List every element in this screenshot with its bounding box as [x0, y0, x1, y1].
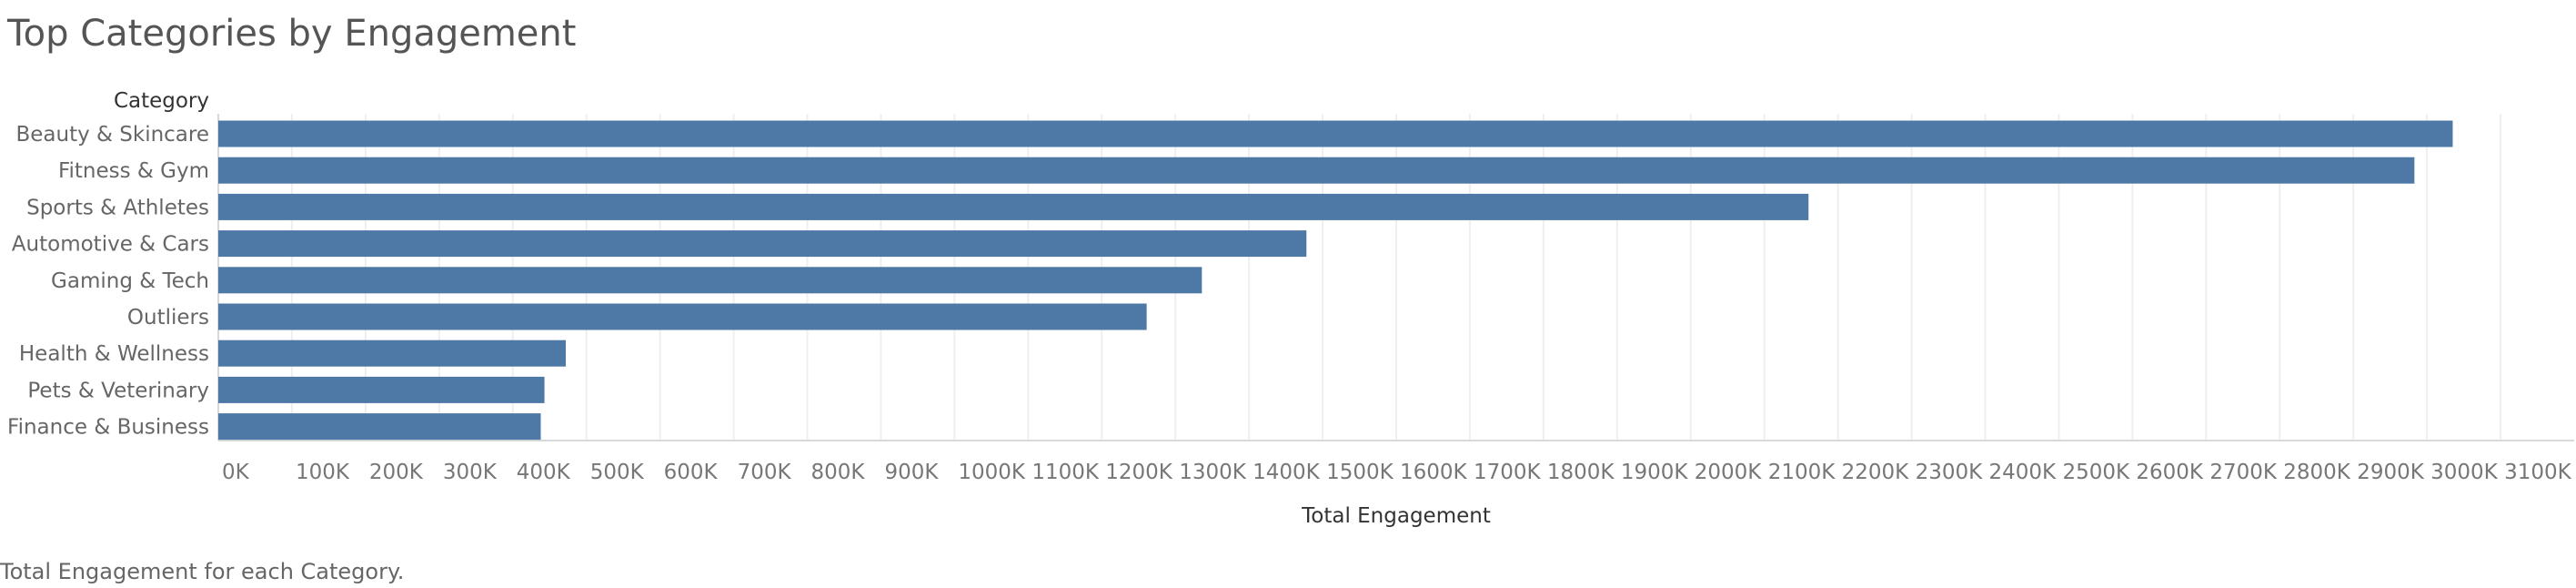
bar[interactable]	[218, 340, 567, 367]
x-axis-title: Total Engagement	[1301, 504, 1491, 528]
category-label: Automotive & Cars	[12, 233, 209, 257]
bar[interactable]	[218, 303, 1147, 330]
x-tick-label: 1800K	[1547, 461, 1615, 484]
x-tick-label: 500K	[590, 461, 645, 484]
x-tick-label: 600K	[664, 461, 719, 484]
category-label: Fitness & Gym	[58, 159, 209, 183]
x-tick-label: 1100K	[1031, 461, 1100, 484]
x-tick-label: 2200K	[1842, 461, 1910, 484]
bar[interactable]	[218, 376, 545, 403]
category-label: Outliers	[127, 306, 209, 329]
x-tick-label: 1700K	[1474, 461, 1542, 484]
bar[interactable]	[218, 230, 1307, 258]
x-tick-label: 2100K	[1768, 461, 1836, 484]
chart-caption: Total Engagement for each Category.	[0, 559, 405, 584]
x-tick-label: 200K	[369, 461, 424, 484]
category-labels: Beauty & Skincare Fitness & Gym Sports & A…	[7, 123, 209, 440]
x-tick-label: 1900K	[1621, 461, 1689, 484]
x-tick-label: 2700K	[2209, 461, 2278, 484]
bar[interactable]	[218, 413, 541, 441]
x-tick-label: 2800K	[2283, 461, 2351, 484]
x-tick-label: 1600K	[1400, 461, 1468, 484]
x-tick-label: 1400K	[1253, 461, 1321, 484]
bar[interactable]	[218, 120, 2453, 147]
bar-chart: Beauty & Skincare Fitness & Gym Sports & A…	[7, 89, 2574, 528]
category-label: Beauty & Skincare	[15, 123, 209, 147]
x-tick-label: 800K	[811, 461, 866, 484]
x-axis-ticks: 0K 100K 200K 300K 400K 500K 600K 700K 800K 900K 10…	[222, 461, 2572, 484]
x-tick-label: 1300K	[1179, 461, 1247, 484]
category-label: Finance & Business	[7, 416, 209, 440]
bar[interactable]	[218, 193, 1809, 220]
category-label: Pets & Veterinary	[27, 379, 209, 402]
bar[interactable]	[218, 267, 1202, 294]
x-tick-label: 3100K	[2504, 461, 2572, 484]
x-tick-label: 1200K	[1105, 461, 1173, 484]
x-tick-label: 3000K	[2430, 461, 2499, 484]
x-tick-label: 900K	[884, 461, 939, 484]
x-tick-label: 400K	[517, 461, 571, 484]
x-tick-label: 2500K	[2062, 461, 2130, 484]
category-label: Health & Wellness	[19, 342, 209, 366]
x-tick-label: 2900K	[2357, 461, 2425, 484]
category-header: Category	[114, 89, 209, 113]
x-tick-label: 300K	[443, 461, 498, 484]
x-tick-label: 1500K	[1326, 461, 1394, 484]
x-tick-label: 0K	[222, 461, 250, 484]
x-tick-label: 2000K	[1695, 461, 1763, 484]
chart-title: Top Categories by Engagement	[7, 13, 577, 55]
x-tick-label: 2400K	[1989, 461, 2058, 484]
x-tick-label: 2600K	[2136, 461, 2204, 484]
category-label: Gaming & Tech	[51, 269, 209, 293]
x-tick-label: 1000K	[958, 461, 1026, 484]
x-tick-label: 700K	[738, 461, 792, 484]
bar[interactable]	[218, 157, 2415, 184]
bars	[218, 120, 2453, 441]
x-tick-label: 2300K	[1916, 461, 1984, 484]
x-tick-label: 100K	[296, 461, 350, 484]
category-label: Sports & Athletes	[26, 196, 209, 219]
